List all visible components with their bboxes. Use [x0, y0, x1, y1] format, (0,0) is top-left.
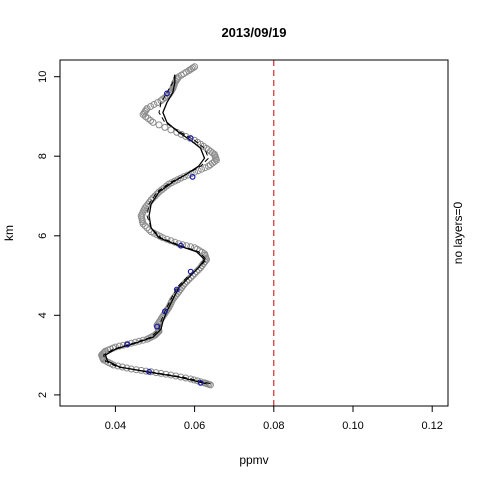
- raw-point: [185, 276, 193, 283]
- raw-point: [191, 63, 199, 71]
- blue-markers: [124, 90, 204, 386]
- plot-frame: [59, 59, 449, 407]
- x-tick-label: 0.12: [421, 420, 442, 432]
- y-tick-label: 4: [37, 312, 49, 318]
- x-axis-ticks: 0.04 0.06 0.08 0.10 0.12: [105, 406, 443, 432]
- raw-point: [143, 105, 151, 112]
- raw-point: [155, 121, 163, 129]
- y-tick-label: 2: [37, 392, 49, 398]
- raw-point: [143, 224, 151, 232]
- raw-point: [194, 167, 202, 175]
- y-axis-ticks: 2 4 6 8 10: [37, 71, 60, 398]
- x-axis-label: ppmv: [239, 453, 268, 467]
- raw-point: [171, 238, 179, 246]
- blue-marker: [197, 380, 204, 386]
- blue-marker: [187, 135, 194, 142]
- raw-point: [181, 280, 189, 287]
- y-tick-label: 8: [37, 153, 49, 159]
- raw-point: [115, 342, 123, 350]
- blue-marker: [177, 242, 184, 249]
- y-tick-label: 6: [37, 233, 49, 239]
- x-tick-label: 0.04: [105, 420, 126, 432]
- blue-marker: [146, 368, 153, 375]
- raw-point: [153, 190, 161, 198]
- raw-point: [154, 99, 161, 107]
- chart-title: 2013/09/19: [221, 25, 286, 40]
- raw-point: [205, 146, 212, 154]
- x-tick-label: 0.06: [184, 420, 205, 432]
- blue-marker: [173, 286, 180, 293]
- y-tick-label: 10: [37, 71, 49, 83]
- blue-marker: [187, 268, 194, 275]
- side-label: no layers=0: [451, 201, 465, 264]
- raw-point: [147, 103, 155, 110]
- raw-point: [183, 278, 191, 285]
- raw-point: [189, 64, 197, 72]
- raw-point: [167, 126, 175, 134]
- x-tick-label: 0.08: [263, 420, 284, 432]
- blue-marker: [161, 308, 168, 315]
- raw-point: [198, 165, 205, 173]
- raw-point: [142, 106, 150, 114]
- blue-marker: [154, 323, 160, 330]
- blue-marker: [163, 90, 170, 97]
- raw-point: [201, 164, 209, 172]
- raw-point: [161, 123, 169, 131]
- blue-marker: [189, 173, 196, 180]
- blue-marker: [124, 341, 131, 348]
- raw-point: [150, 101, 158, 108]
- y-axis-label: km: [2, 225, 16, 241]
- x-tick-label: 0.10: [342, 420, 363, 432]
